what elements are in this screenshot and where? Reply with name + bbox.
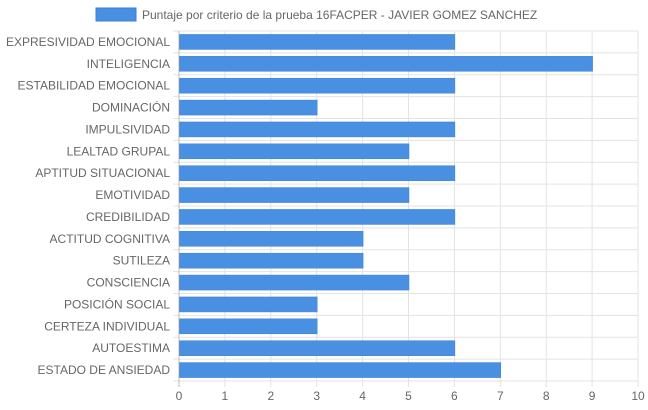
x-tick-label: 5 — [405, 389, 412, 403]
x-tick-label: 7 — [497, 389, 504, 403]
category-axis: EXPRESIVIDAD EMOCIONAL INTELIGENCIA ESTABI… — [6, 35, 170, 377]
category-label: ESTABILIDAD EMOCIONAL — [18, 79, 171, 93]
category-label: AUTOESTIMA — [92, 341, 170, 355]
x-tick-label: 9 — [589, 389, 596, 403]
category-label: ACTITUD COGNITIVA — [50, 232, 170, 246]
bar[interactable] — [179, 99, 318, 116]
bar[interactable] — [179, 209, 456, 225]
bar[interactable] — [179, 121, 456, 138]
bar[interactable] — [179, 318, 318, 335]
category-label: EMOTIVIDAD — [95, 188, 170, 202]
category-label: CREDIBILIDAD — [86, 210, 170, 224]
category-label: IMPULSIVIDAD — [85, 122, 170, 136]
category-label: LEALTAD GRUPAL — [67, 144, 171, 158]
value-axis: 0 1 2 3 4 5 6 7 8 9 10 — [176, 389, 645, 403]
category-label: CERTEZA INDIVIDUAL — [44, 319, 170, 333]
bar[interactable] — [179, 231, 364, 247]
x-tick-label: 0 — [176, 389, 183, 403]
chart-legend[interactable]: Puntaje por criterio de la prueba 16FACP… — [95, 7, 537, 22]
category-label: INTELIGENCIA — [87, 57, 170, 71]
bar[interactable] — [179, 165, 456, 181]
category-label: CONSCIENCIA — [87, 276, 170, 290]
x-tick-label: 8 — [543, 389, 550, 403]
bar[interactable] — [179, 187, 410, 203]
bar[interactable] — [179, 56, 593, 72]
category-label: DOMINACIÓN — [92, 100, 170, 115]
chart-bars — [179, 34, 593, 378]
bar[interactable] — [179, 34, 456, 50]
category-label: POSICIÓN SOCIAL — [64, 296, 170, 311]
legend-swatch — [95, 7, 137, 22]
category-label: SUTILEZA — [113, 254, 170, 268]
x-tick-label: 1 — [222, 389, 229, 403]
category-label: EXPRESIVIDAD EMOCIONAL — [6, 35, 170, 49]
x-tick-label: 6 — [451, 389, 458, 403]
category-label: ESTADO DE ANSIEDAD — [38, 363, 171, 377]
chart-grid — [173, 30, 639, 387]
bar[interactable] — [179, 274, 410, 291]
bar[interactable] — [179, 143, 410, 160]
x-tick-label: 2 — [267, 389, 274, 403]
bar[interactable] — [179, 362, 502, 378]
bar[interactable] — [179, 77, 456, 94]
bar[interactable] — [179, 340, 456, 356]
bar[interactable] — [179, 252, 364, 269]
category-label: APTITUD SITUACIONAL — [35, 166, 170, 180]
x-tick-label: 10 — [631, 389, 645, 403]
legend-label: Puntaje por criterio de la prueba 16FACP… — [142, 8, 537, 22]
x-tick-label: 3 — [313, 389, 320, 403]
bar[interactable] — [179, 296, 318, 313]
x-tick-label: 4 — [359, 389, 366, 403]
